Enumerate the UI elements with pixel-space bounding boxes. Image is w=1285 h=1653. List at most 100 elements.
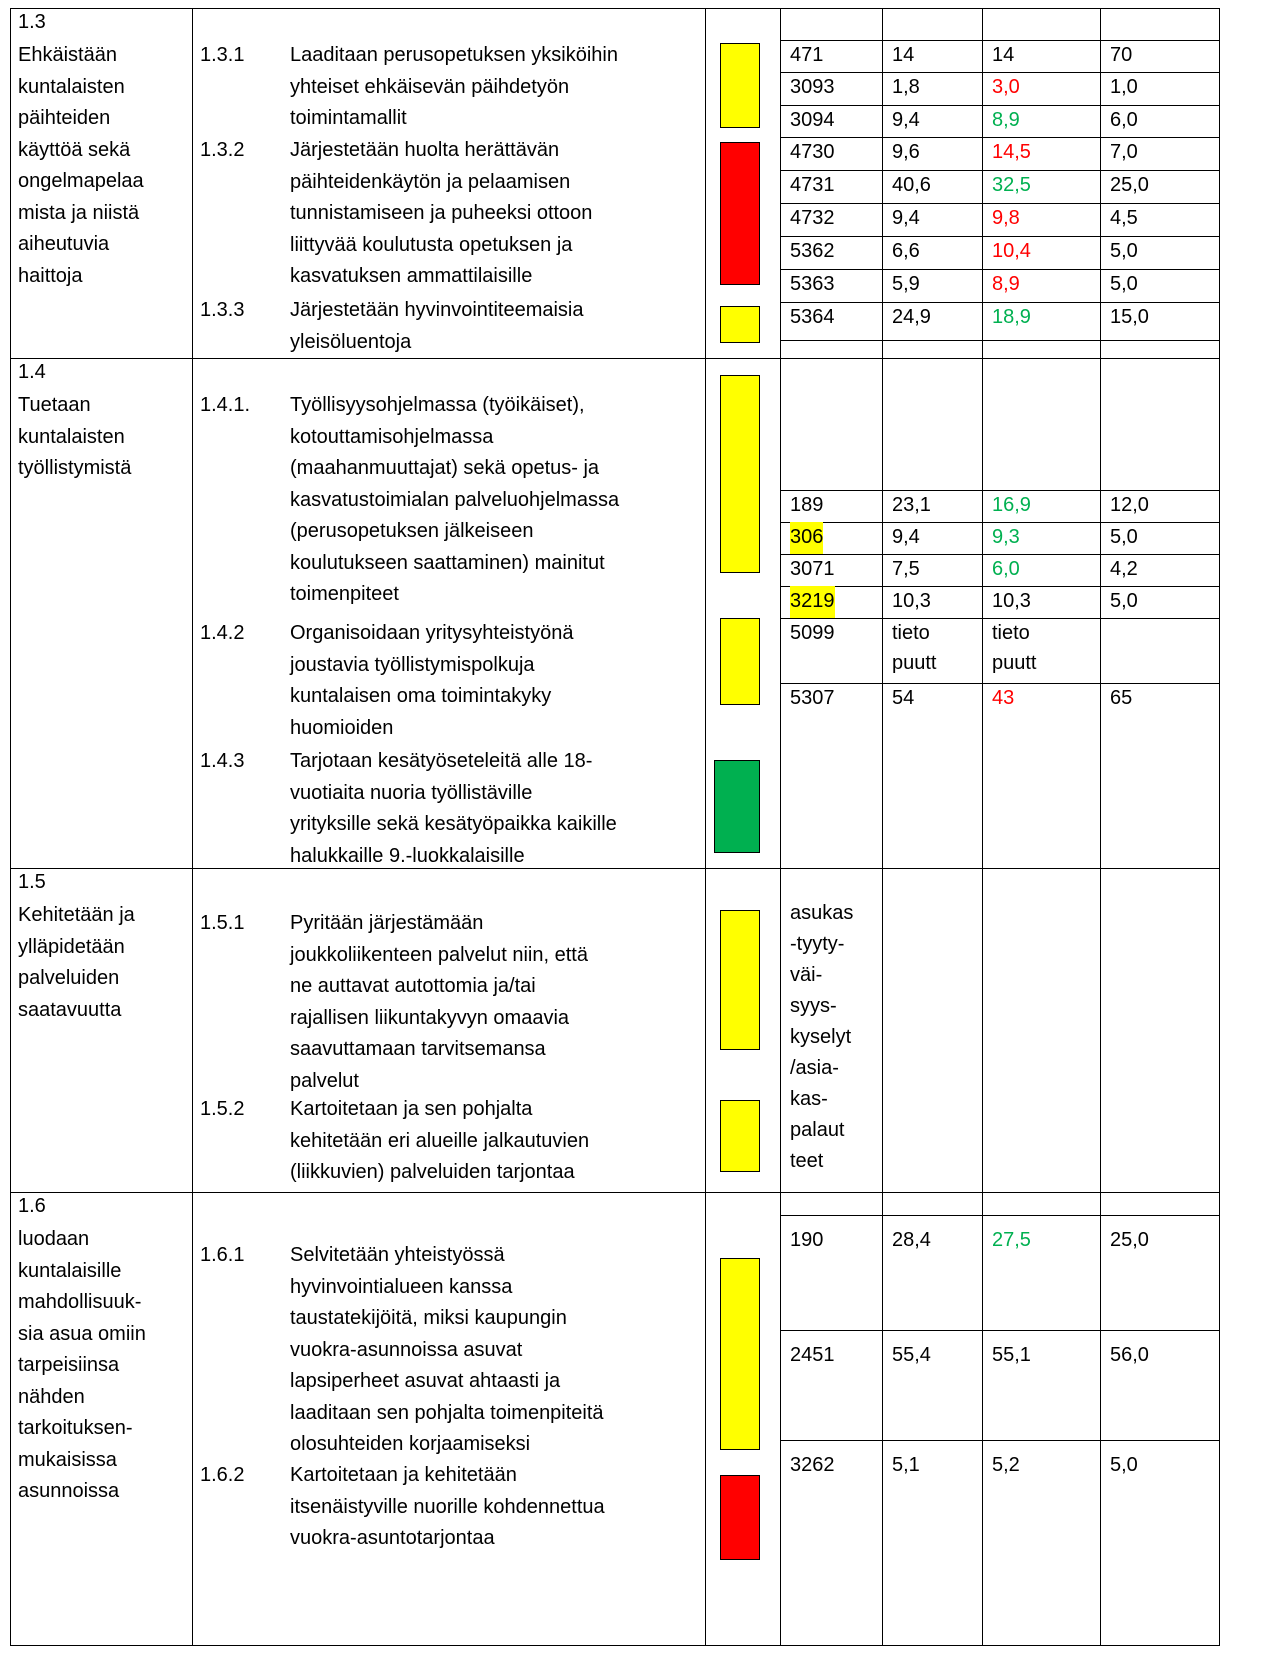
measure-line: huomioiden [290,716,394,739]
indicator-id: 4731 [790,174,835,196]
measure-line: (maahanmuuttajat) sekä opetus- ja [290,457,600,479]
rule [10,1192,11,1646]
status-box [720,1100,760,1172]
measure-line: toimintamallit [290,107,407,129]
measure-id: 1.4.2 [200,622,245,644]
rule [1219,8,1220,359]
goal-line: kuntalaisten [18,75,125,98]
rule [780,1192,781,1646]
rule [780,554,1220,555]
rule [1100,8,1101,359]
indicator-id: 4730 [790,141,835,163]
goal-line: tarkoituksen- [18,1417,133,1439]
measure-line: saavuttamaan tarvitsemansa [290,1038,546,1060]
measure-line: lapsiperheet asuvat ahtaasti ja [290,1370,561,1392]
rule [780,683,1220,684]
rule [10,358,1220,359]
indicator-value: 5,0 [1110,273,1138,295]
measure-line: koulutukseen saattaminen) mainitut [290,551,605,574]
indicator-value: 3,0 [992,76,1020,98]
indicator-value: 28,4 [892,1229,931,1251]
measure-line: Selvitetään yhteistyössä [290,1244,505,1266]
measure-line: joukkoliikenteen palvelut niin, että [290,943,588,966]
indicator-value: 9,4 [892,109,920,131]
goal-line: saatavuutta [18,998,122,1021]
indicator-value: 70 [1110,44,1133,66]
measure-line: itsenäistyville nuorille kohdennettua [290,1495,605,1518]
indicator-note: /asia- [790,1057,839,1079]
measure-line: yrityksille sekä kesätyöpaikka kaikille [290,813,617,835]
rule [982,868,983,1193]
rule [882,358,883,869]
indicator-value: 4,2 [1110,558,1138,580]
indicator-note: teet [790,1150,824,1172]
goal-line: kuntalaisten [18,425,125,448]
rule [10,868,11,1193]
rule [982,358,983,869]
indicator-value: 65 [1110,687,1133,709]
rule [192,358,193,869]
rule [10,8,11,359]
indicator-value: 6,0 [1110,109,1138,131]
indicator-value: 5,0 [1110,240,1138,262]
goal-line: Ehkäistään [18,44,117,66]
indicator-id: 3262 [790,1454,835,1476]
measure-line: halukkaille 9.-luokkalaisille [290,844,525,867]
indicator-note: kyselyt [790,1026,852,1048]
measure-line: rajallisen liikuntakyvyn omaavia [290,1006,570,1029]
measure-line: kasvatuksen ammattilaisille [290,265,533,287]
indicator-id: 5364 [790,306,835,328]
measure-line: tunnistamiseen ja puheeksi ottoon [290,202,593,224]
rule [780,302,1220,303]
goal-number: 1.6 [18,1195,46,1217]
rule [780,137,1220,138]
measure-line: (liikkuvien) palveluiden tarjontaa [290,1161,575,1183]
indicator-value: 9,8 [992,207,1020,229]
status-box [720,1475,760,1560]
rule [1219,1192,1220,1646]
rule [1100,1192,1101,1646]
rule [780,522,1220,523]
measure-line: yhteiset ehkäisevän päihdetyön [290,75,570,98]
indicator-value: 5,9 [892,273,920,295]
rule [882,1192,883,1646]
measure-line: vuokra-asunnoissa asuvat [290,1338,523,1361]
status-box [720,1258,760,1450]
indicator-value: 9,6 [892,141,920,163]
rule [1100,358,1101,869]
indicator-value: tieto puutt [992,622,1037,674]
indicator-value: 5,0 [1110,590,1138,612]
goal-line: mista ja niistä [18,201,140,224]
goal-line: aiheutuvia [18,233,110,255]
goal-number: 1.3 [18,11,46,33]
indicator-id: 3094 [790,109,835,131]
indicator-id: 190 [790,1229,824,1251]
measure-line: Järjestetään huolta herättävän [290,139,560,161]
rule [780,1330,1220,1331]
measure-line: taustatekijöitä, miksi kaupungin [290,1307,567,1329]
rule [780,868,781,1193]
rule [705,868,706,1193]
indicator-value: 14,5 [992,141,1031,163]
rule [882,8,883,359]
goal-line: sia asua omiin [18,1322,146,1345]
rule [10,1645,1220,1646]
indicator-value: 27,5 [992,1229,1031,1251]
indicator-id: 5363 [790,273,835,295]
indicator-note: asukas [790,902,854,924]
indicator-value: 55,1 [992,1344,1031,1366]
goal-line: mukaisissa [18,1448,117,1471]
rule [1219,868,1220,1193]
rule [780,490,1220,491]
rule [10,868,1220,869]
indicator-note: väi- [790,964,823,986]
indicator-value: 5,2 [992,1454,1020,1476]
indicator-value: 5,0 [1110,1454,1138,1476]
measure-line: vuokra-asuntotarjontaa [290,1527,495,1549]
indicator-value: 32,5 [992,174,1031,196]
measure-line: Järjestetään hyvinvointiteemaisia [290,299,584,321]
measure-id: 1.6.1 [200,1244,245,1266]
rule [780,340,1220,341]
rule [1100,868,1101,1193]
measure-line: toimenpiteet [290,583,399,605]
